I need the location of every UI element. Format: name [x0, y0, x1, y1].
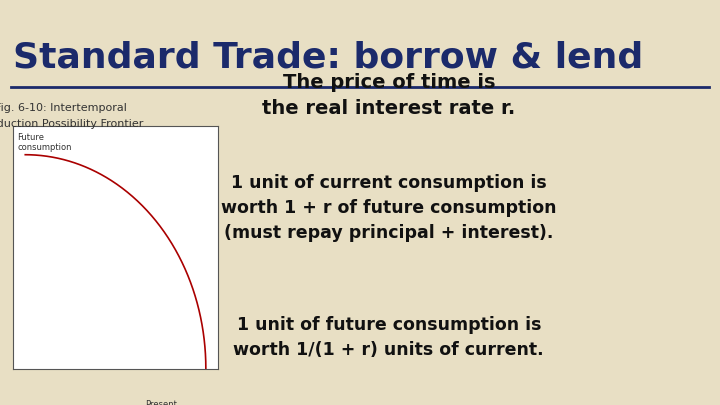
Text: 1 unit of current consumption is
worth 1 + r of future consumption
(must repay p: 1 unit of current consumption is worth 1…: [221, 174, 557, 242]
Text: Standard Trade: borrow & lend: Standard Trade: borrow & lend: [13, 40, 643, 75]
Text: Present
consumption: Present consumption: [133, 400, 188, 405]
Text: Future
consumption: Future consumption: [17, 133, 71, 152]
Text: Production Possibility Frontier: Production Possibility Frontier: [0, 119, 143, 130]
Text: Fig. 6-10: Intertemporal: Fig. 6-10: Intertemporal: [0, 103, 127, 113]
Text: 1 unit of future consumption is
worth 1/(1 + r) units of current.: 1 unit of future consumption is worth 1/…: [233, 316, 544, 359]
Text: The price of time is
the real interest rate r.: The price of time is the real interest r…: [262, 73, 516, 118]
